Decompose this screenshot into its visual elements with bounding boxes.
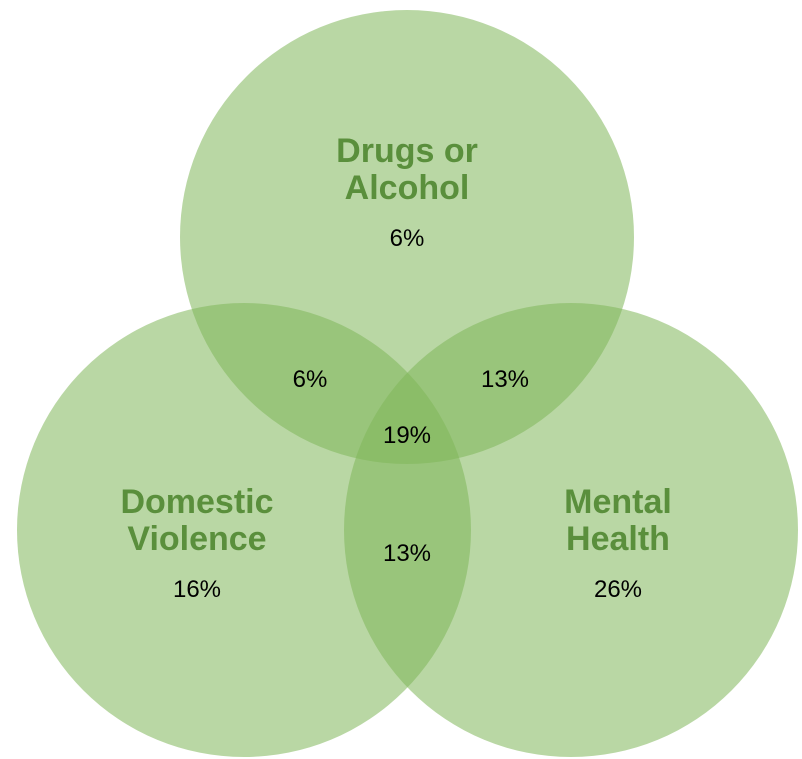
mental-health-value: 26% xyxy=(594,576,642,603)
overlap-drugs-mental-value: 13% xyxy=(481,366,529,393)
circle-domestic-violence xyxy=(17,303,471,757)
mental-health-label-line2: Health xyxy=(566,520,670,558)
overlap-drugs-domestic-value: 6% xyxy=(293,366,328,393)
domestic-violence-label-line2: Violence xyxy=(127,520,266,558)
domestic-violence-value: 16% xyxy=(173,576,221,603)
drugs-alcohol-label-line1: Drugs or xyxy=(336,132,478,170)
drugs-alcohol-value: 6% xyxy=(390,225,425,252)
overlap-all-three-value: 19% xyxy=(383,422,431,449)
circle-mental-health xyxy=(344,303,798,757)
drugs-alcohol-label-line2: Alcohol xyxy=(345,169,470,207)
overlap-domestic-mental-value: 13% xyxy=(383,540,431,567)
mental-health-label-line1: Mental xyxy=(564,483,672,521)
domestic-violence-label-line1: Domestic xyxy=(120,483,273,521)
